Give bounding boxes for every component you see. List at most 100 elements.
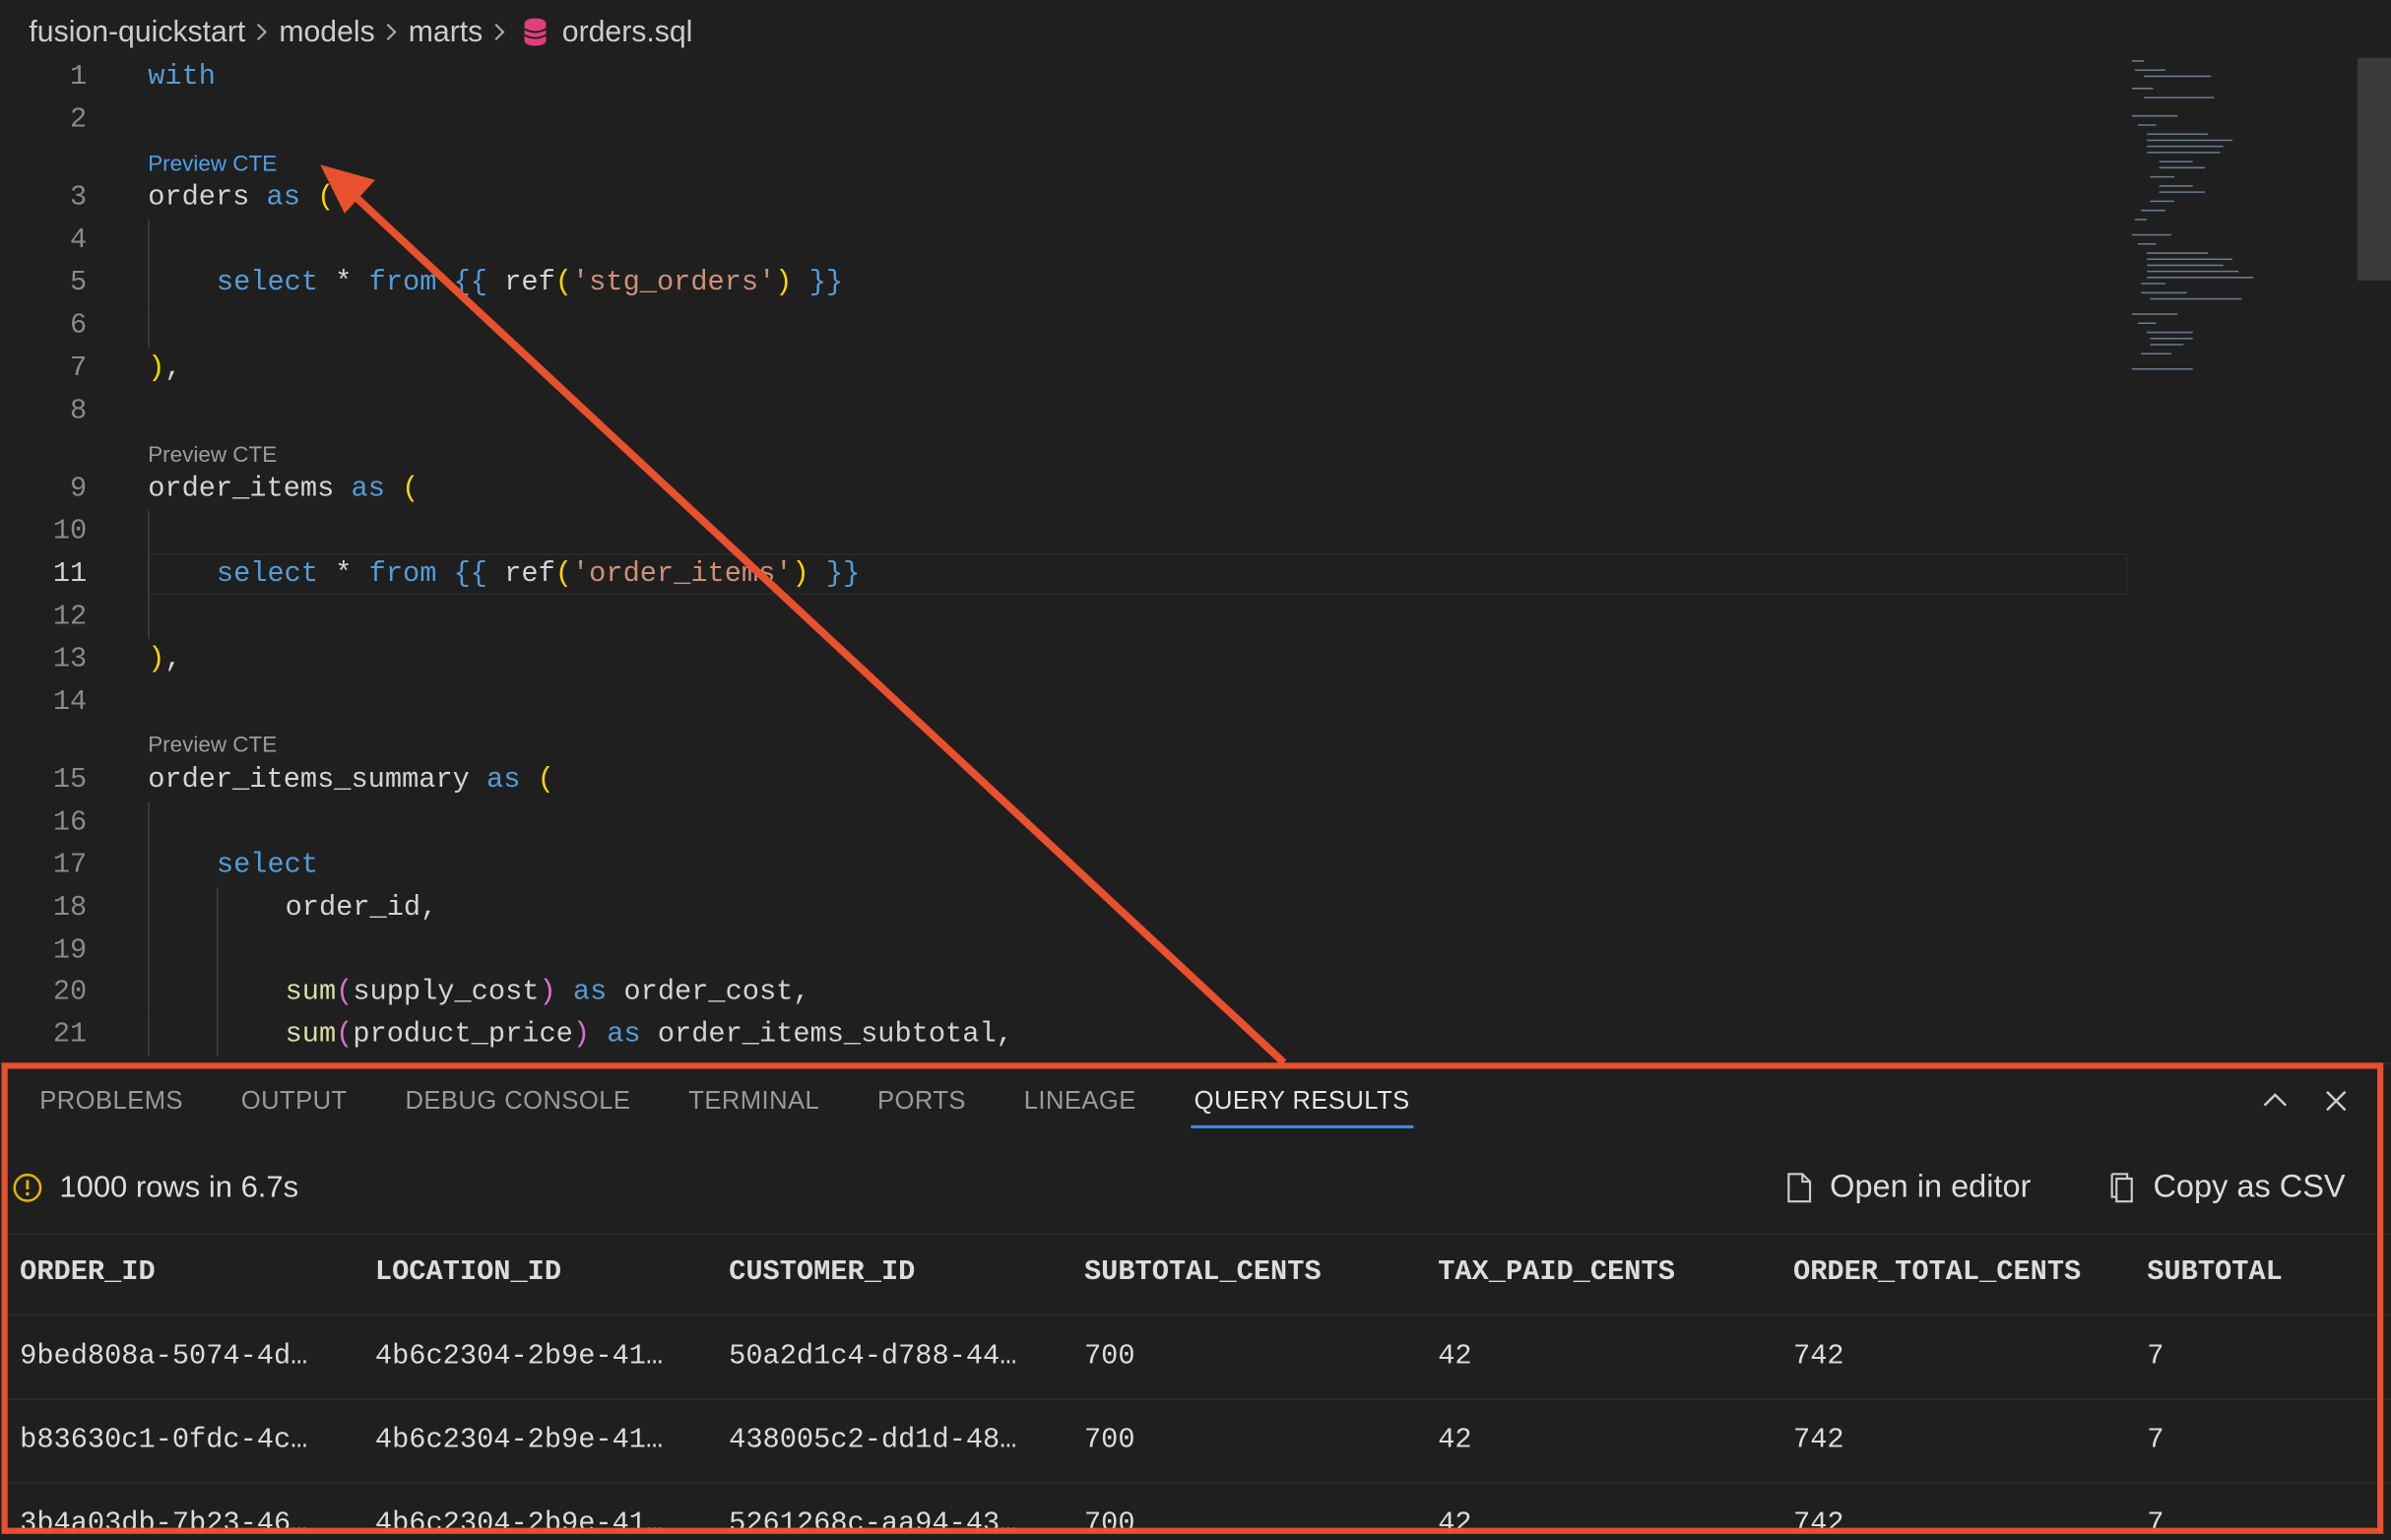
line-number: 8 bbox=[70, 394, 88, 427]
indent-guide bbox=[148, 802, 150, 845]
panel-tab[interactable]: LINEAGE bbox=[1023, 1087, 1136, 1115]
panel-tab[interactable]: PORTS bbox=[877, 1087, 966, 1115]
token: ( bbox=[554, 557, 572, 591]
table-cell: 7 bbox=[2147, 1508, 2165, 1540]
column-header[interactable]: LOCATION_ID bbox=[374, 1255, 562, 1289]
code-lens[interactable]: Preview CTE bbox=[148, 443, 278, 468]
column-header[interactable]: SUBTOTAL_CENTS bbox=[1083, 1255, 1322, 1289]
panel-tab[interactable]: PROBLEMS bbox=[39, 1087, 183, 1115]
indent-guide bbox=[216, 886, 219, 930]
code-line: 8 bbox=[0, 390, 2127, 432]
scrollbar[interactable] bbox=[2357, 57, 2391, 281]
breadcrumb[interactable]: orders.sql bbox=[561, 14, 693, 48]
column-header[interactable]: SUBTOTAL bbox=[2147, 1255, 2283, 1289]
code-line: 6 bbox=[0, 304, 2127, 348]
copy-as-csv[interactable]: Copy as CSV bbox=[2104, 1165, 2346, 1210]
code-line: 7), bbox=[0, 348, 2127, 390]
column-header[interactable]: ORDER_TOTAL_CENTS bbox=[1793, 1255, 2082, 1289]
code-line: 5 select * from {{ ref('stg_orders') }} bbox=[0, 262, 2127, 305]
token: {{ bbox=[436, 557, 505, 591]
breadcrumbs: fusion-quickstart models marts orders.sq… bbox=[29, 12, 692, 51]
table-row: 3b4a03db-7b23-46… 4b6c2304-2b9e-41… 526126… bbox=[0, 1482, 2391, 1540]
code-line: 19 bbox=[0, 929, 2127, 973]
line-number: 10 bbox=[52, 515, 88, 547]
column-header[interactable]: CUSTOMER_ID bbox=[729, 1255, 916, 1289]
table-cell: 700 bbox=[1083, 1424, 1135, 1456]
token: as bbox=[555, 976, 608, 1009]
code-line: 17 select bbox=[0, 844, 2127, 887]
table-cell: 42 bbox=[1438, 1340, 1472, 1373]
table-header: ORDER_ID LOCATION_ID CUSTOMER_ID SUBTOTAL_C… bbox=[0, 1233, 2391, 1315]
bottom-panel: PROBLEMS OUTPUT DEBUG CONSOLE TERMINAL PORTS… bbox=[0, 1062, 2391, 1540]
table-cell: 50a2d1c4-d788-44… bbox=[729, 1340, 1017, 1373]
table-cell: 742 bbox=[1793, 1508, 1844, 1540]
code-line: 18 order_id, bbox=[0, 886, 2127, 930]
close-button[interactable] bbox=[2318, 1082, 2355, 1119]
token: ( bbox=[299, 181, 335, 215]
line-number: 2 bbox=[70, 103, 88, 136]
panel-tab[interactable]: TERMINAL bbox=[688, 1087, 820, 1115]
code-line: 15 order_items_summary as ( bbox=[0, 759, 2127, 802]
action-label[interactable]: Open in editor bbox=[1830, 1169, 2032, 1205]
panel-tab[interactable]: OUTPUT bbox=[240, 1087, 348, 1115]
indent-guide bbox=[148, 929, 150, 973]
code-lens[interactable]: Preview CTE bbox=[148, 734, 278, 759]
breadcrumb[interactable]: models bbox=[279, 14, 375, 48]
line-number: 18 bbox=[52, 891, 88, 924]
panel-tab[interactable]: QUERY RESULTS bbox=[1191, 1079, 1414, 1128]
indent-guide bbox=[148, 262, 150, 305]
token: ( bbox=[336, 976, 354, 1009]
action-label[interactable]: Copy as CSV bbox=[2153, 1169, 2346, 1205]
token: ref bbox=[504, 267, 555, 299]
code-text: order_items as ( bbox=[148, 469, 419, 511]
database-icon bbox=[523, 18, 547, 46]
minimap[interactable] bbox=[2129, 55, 2282, 375]
breadcrumb[interactable]: marts bbox=[408, 14, 484, 48]
breadcrumb[interactable]: fusion-quickstart bbox=[29, 14, 246, 48]
token: ( bbox=[520, 763, 554, 797]
line-number: 5 bbox=[70, 267, 88, 299]
code-line: 9 order_items as ( bbox=[0, 469, 2127, 511]
panel-tabs: PROBLEMS OUTPUT DEBUG CONSOLE TERMINAL PORTS… bbox=[39, 1079, 1467, 1128]
table-cell: 3b4a03db-7b23-46… bbox=[20, 1508, 308, 1540]
table-cell: 700 bbox=[1083, 1508, 1135, 1540]
indent-guide bbox=[148, 972, 150, 1015]
column-header[interactable]: TAX_PAID_CENTS bbox=[1438, 1255, 1675, 1289]
token: with bbox=[148, 60, 216, 94]
token: select bbox=[216, 267, 319, 299]
open-in-editor[interactable]: Open in editor bbox=[1781, 1165, 2032, 1210]
indent-guide bbox=[148, 1014, 150, 1058]
token: ( bbox=[554, 267, 572, 299]
status-text: 1000 rows in 6.7s bbox=[59, 1170, 299, 1204]
column-header[interactable]: ORDER_ID bbox=[20, 1255, 156, 1289]
code-text: order_items_summary as ( bbox=[148, 759, 554, 802]
code-text: with bbox=[148, 56, 216, 98]
token: as bbox=[351, 473, 385, 505]
token: , bbox=[164, 642, 182, 675]
maximize-button[interactable] bbox=[2257, 1082, 2294, 1119]
table-cell: 4b6c2304-2b9e-41… bbox=[374, 1508, 664, 1540]
token: order_items_summary bbox=[148, 763, 487, 797]
token: 'order_items' bbox=[571, 557, 793, 591]
line-number: 7 bbox=[70, 352, 88, 384]
indent-guide bbox=[216, 929, 219, 973]
indent-guide bbox=[148, 596, 150, 639]
token: sum bbox=[285, 1018, 337, 1052]
code-text: sum(supply_cost) as order_cost, bbox=[286, 972, 810, 1014]
table-cell: 42 bbox=[1438, 1508, 1472, 1540]
table-cell: 742 bbox=[1793, 1340, 1844, 1373]
code-lens[interactable]: Preview CTE bbox=[148, 152, 278, 177]
separator bbox=[386, 24, 397, 41]
line-number: 20 bbox=[52, 976, 88, 1009]
token: ( bbox=[384, 473, 420, 505]
indent-guide bbox=[216, 1014, 219, 1058]
line-number: 4 bbox=[70, 224, 88, 257]
panel-tab[interactable]: DEBUG CONSOLE bbox=[405, 1087, 631, 1115]
line-number: 14 bbox=[52, 685, 88, 718]
code-editor[interactable]: 1 with 2 Preview CTE 3 orders as (4 5 select * … bbox=[0, 56, 2128, 1059]
code-line: 11 select * from {{ ref('order_items') }} bbox=[0, 552, 2128, 597]
table-row: b83630c1-0fdc-4c… 4b6c2304-2b9e-41… 438005… bbox=[0, 1397, 2391, 1482]
token: ) bbox=[148, 642, 165, 675]
